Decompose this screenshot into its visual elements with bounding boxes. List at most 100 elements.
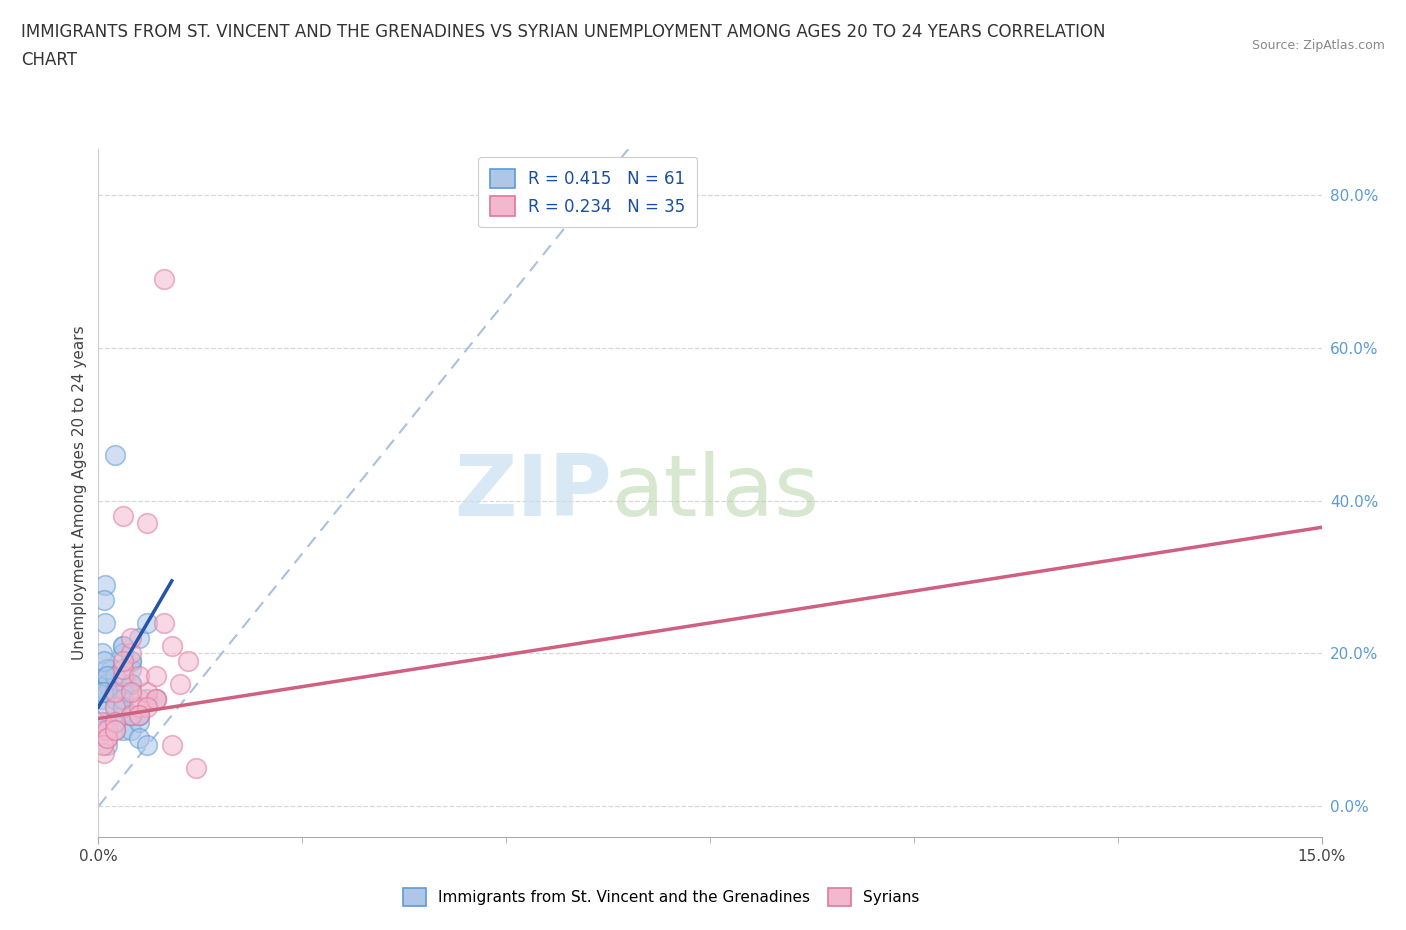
Point bbox=[96, 699, 118, 714]
Point bbox=[111, 638, 134, 653]
Point bbox=[111, 669, 134, 684]
Point bbox=[111, 692, 134, 707]
Point bbox=[152, 272, 174, 286]
Point bbox=[128, 707, 150, 722]
Point bbox=[128, 669, 150, 684]
Point bbox=[120, 677, 142, 692]
Point bbox=[128, 707, 150, 722]
Point bbox=[91, 646, 114, 661]
Point bbox=[111, 509, 134, 524]
Point bbox=[177, 654, 200, 669]
Point bbox=[91, 737, 114, 752]
Point bbox=[120, 646, 142, 661]
Point bbox=[91, 684, 114, 699]
Point bbox=[136, 616, 159, 631]
Point bbox=[104, 447, 127, 462]
Point bbox=[104, 715, 127, 730]
Point bbox=[120, 684, 142, 699]
Point bbox=[104, 684, 127, 699]
Point bbox=[136, 692, 159, 707]
Point bbox=[96, 661, 118, 676]
Point bbox=[111, 638, 134, 653]
Point bbox=[91, 684, 114, 699]
Point bbox=[96, 684, 118, 699]
Point bbox=[104, 669, 127, 684]
Point bbox=[100, 661, 122, 676]
Point bbox=[96, 737, 118, 752]
Point bbox=[120, 707, 142, 722]
Point bbox=[111, 699, 134, 714]
Point bbox=[96, 730, 118, 745]
Point bbox=[96, 677, 118, 692]
Text: atlas: atlas bbox=[612, 451, 820, 535]
Point bbox=[94, 616, 117, 631]
Point bbox=[94, 578, 117, 592]
Point bbox=[104, 699, 127, 714]
Point bbox=[96, 669, 118, 684]
Point bbox=[96, 715, 118, 730]
Text: CHART: CHART bbox=[21, 51, 77, 69]
Point bbox=[96, 669, 118, 684]
Point bbox=[186, 761, 208, 776]
Point bbox=[104, 699, 127, 714]
Point bbox=[136, 737, 159, 752]
Point bbox=[93, 592, 115, 607]
Point bbox=[104, 723, 127, 737]
Point bbox=[111, 699, 134, 714]
Point bbox=[96, 677, 118, 692]
Point bbox=[120, 684, 142, 699]
Point bbox=[120, 654, 142, 669]
Point bbox=[91, 723, 114, 737]
Point bbox=[120, 707, 142, 722]
Point bbox=[91, 715, 114, 730]
Point bbox=[145, 692, 167, 707]
Point bbox=[104, 684, 127, 699]
Point bbox=[96, 730, 118, 745]
Point bbox=[120, 707, 142, 722]
Point bbox=[145, 669, 167, 684]
Point bbox=[104, 715, 127, 730]
Point bbox=[128, 707, 150, 722]
Point bbox=[145, 692, 167, 707]
Point bbox=[128, 715, 150, 730]
Point bbox=[136, 699, 159, 714]
Y-axis label: Unemployment Among Ages 20 to 24 years: Unemployment Among Ages 20 to 24 years bbox=[72, 326, 87, 660]
Point bbox=[111, 661, 134, 676]
Point bbox=[160, 737, 183, 752]
Point bbox=[128, 730, 150, 745]
Point bbox=[93, 746, 115, 761]
Point bbox=[145, 692, 167, 707]
Point bbox=[111, 684, 134, 699]
Point bbox=[96, 723, 118, 737]
Point bbox=[111, 654, 134, 669]
Point bbox=[128, 699, 150, 714]
Point bbox=[111, 699, 134, 714]
Point bbox=[120, 677, 142, 692]
Point bbox=[94, 723, 117, 737]
Point bbox=[104, 684, 127, 699]
Point bbox=[136, 516, 159, 531]
Point bbox=[120, 661, 142, 676]
Point bbox=[111, 707, 134, 722]
Text: ZIP: ZIP bbox=[454, 451, 612, 535]
Point bbox=[152, 616, 174, 631]
Point bbox=[120, 654, 142, 669]
Point bbox=[111, 723, 134, 737]
Legend: Immigrants from St. Vincent and the Grenadines, Syrians: Immigrants from St. Vincent and the Gren… bbox=[396, 882, 925, 912]
Point bbox=[128, 692, 150, 707]
Point bbox=[160, 638, 183, 653]
Point bbox=[136, 684, 159, 699]
Point bbox=[104, 669, 127, 684]
Point bbox=[169, 677, 191, 692]
Point bbox=[120, 723, 142, 737]
Point bbox=[104, 723, 127, 737]
Point bbox=[111, 646, 134, 661]
Point bbox=[91, 692, 114, 707]
Point bbox=[120, 677, 142, 692]
Point bbox=[93, 654, 115, 669]
Point bbox=[120, 631, 142, 645]
Text: IMMIGRANTS FROM ST. VINCENT AND THE GRENADINES VS SYRIAN UNEMPLOYMENT AMONG AGES: IMMIGRANTS FROM ST. VINCENT AND THE GREN… bbox=[21, 23, 1105, 41]
Point bbox=[104, 692, 127, 707]
Point bbox=[111, 699, 134, 714]
Point bbox=[128, 707, 150, 722]
